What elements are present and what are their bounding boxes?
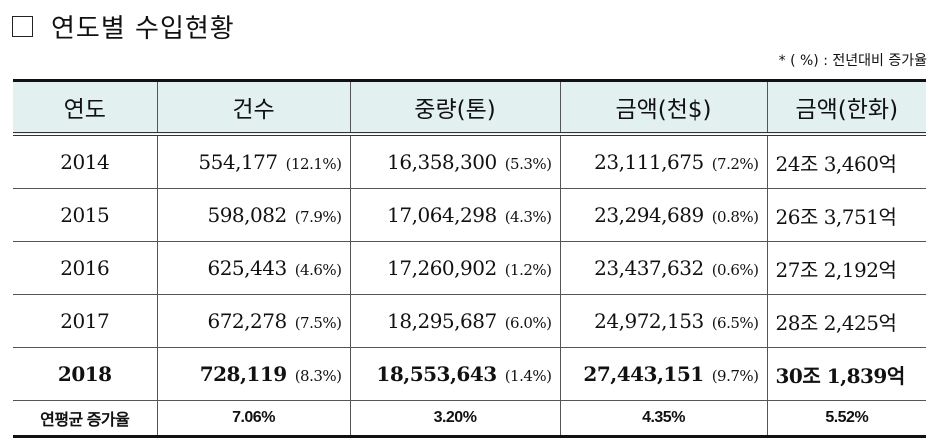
usd-cell: 23,111,675 (7.2%)	[559, 134, 768, 189]
percent-note: * ( %) : 전년대비 증가율	[778, 53, 927, 69]
weight-cell: 18,553,643 (1.4%)	[349, 347, 561, 401]
count-pct: (4.6%)	[294, 261, 342, 279]
usd-pct: (6.5%)	[711, 314, 759, 332]
table-row: 2016 625,443 (4.6%) 17,260,902 (1.2%) 23,437,…	[13, 241, 926, 295]
usd-value: 23,437,632	[594, 256, 704, 280]
table-row: 2017 672,278 (7.5%) 18,295,687 (6.0%) 24,972,…	[13, 294, 926, 348]
usd-cell: 23,437,632 (0.6%)	[559, 241, 768, 295]
count-value: 598,082	[207, 203, 287, 227]
header-year: 연도	[13, 79, 158, 136]
table-row: 2018 728,119 (8.3%) 18,553,643 (1.4%) 27,443,…	[13, 347, 926, 401]
usd-pct: (0.8%)	[711, 208, 759, 226]
table-row: 2014 554,177 (12.1%) 16,358,300 (5.3%) 23,111…	[13, 134, 926, 189]
usd-pct: (0.6%)	[711, 261, 759, 279]
import-status-table: 연도 건수 중량(톤) 금액(천$) 금액(한화) 2014 554,177 (12…	[13, 79, 926, 438]
krw-cell: 28조 2,425억	[766, 294, 926, 348]
table-row: 2015 598,082 (7.9%) 17,064,298 (4.3%) 23,294,…	[13, 188, 926, 242]
count-cell: 625,443 (4.6%)	[156, 241, 351, 295]
weight-cell: 17,064,298 (4.3%)	[349, 188, 561, 242]
count-cell: 554,177 (12.1%)	[156, 134, 351, 189]
year-cell: 2014	[13, 134, 158, 189]
count-pct: (8.3%)	[294, 367, 342, 385]
count-value: 672,278	[207, 309, 287, 333]
usd-value: 24,972,153	[594, 309, 704, 333]
usd-pct: (7.2%)	[711, 155, 759, 173]
weight-pct: (1.4%)	[504, 367, 552, 385]
weight-value: 16,358,300	[387, 150, 497, 174]
count-cell: 672,278 (7.5%)	[156, 294, 351, 348]
count-pct: (12.1%)	[285, 155, 342, 173]
weight-cell: 16,358,300 (5.3%)	[349, 134, 561, 189]
weight-value: 18,295,687	[387, 309, 497, 333]
count-cell: 598,082 (7.9%)	[156, 188, 351, 242]
count-pct: (7.5%)	[294, 314, 342, 332]
year-cell: 2016	[13, 241, 158, 295]
weight-value: 17,064,298	[387, 203, 497, 227]
count-value: 625,443	[207, 256, 287, 280]
krw-cell: 26조 3,751억	[766, 188, 926, 242]
count-value: 728,119	[199, 362, 287, 386]
average-label: 연평균 증가율	[13, 400, 158, 438]
average-usd: 4.35%	[559, 400, 768, 438]
header-weight: 중량(톤)	[349, 79, 561, 136]
header-usd: 금액(천$)	[559, 79, 768, 136]
header-count: 건수	[156, 79, 351, 136]
weight-cell: 18,295,687 (6.0%)	[349, 294, 561, 348]
weight-value: 18,553,643	[376, 362, 497, 386]
count-pct: (7.9%)	[294, 208, 342, 226]
weight-cell: 17,260,902 (1.2%)	[349, 241, 561, 295]
year-cell: 2015	[13, 188, 158, 242]
weight-pct: (6.0%)	[504, 314, 552, 332]
header-row: 연도 건수 중량(톤) 금액(천$) 금액(한화)	[13, 79, 926, 136]
usd-value: 23,294,689	[594, 203, 704, 227]
average-weight: 3.20%	[349, 400, 561, 438]
weight-pct: (4.3%)	[504, 208, 552, 226]
weight-pct: (1.2%)	[504, 261, 552, 279]
header-krw: 금액(한화)	[766, 79, 926, 136]
usd-cell: 24,972,153 (6.5%)	[559, 294, 768, 348]
usd-cell: 23,294,689 (0.8%)	[559, 188, 768, 242]
average-growth-row: 연평균 증가율 7.06% 3.20% 4.35% 5.52%	[13, 400, 926, 438]
year-cell: 2017	[13, 294, 158, 348]
usd-cell: 27,443,151 (9.7%)	[559, 347, 768, 401]
usd-pct: (9.7%)	[711, 367, 759, 385]
count-value: 554,177	[198, 150, 278, 174]
weight-pct: (5.3%)	[504, 155, 552, 173]
title-text: 연도별 수입현황	[51, 14, 235, 44]
usd-value: 23,111,675	[594, 150, 704, 174]
average-count: 7.06%	[156, 400, 351, 438]
section-title: 연도별 수입현황	[12, 8, 235, 45]
krw-cell: 27조 2,192억	[766, 241, 926, 295]
weight-value: 17,260,902	[387, 256, 497, 280]
checkbox-square-icon	[12, 16, 33, 37]
krw-cell: 24조 3,460억	[766, 134, 926, 189]
year-cell: 2018	[13, 347, 158, 401]
krw-cell: 30조 1,839억	[766, 347, 926, 401]
average-krw: 5.52%	[766, 400, 926, 438]
usd-value: 27,443,151	[583, 362, 704, 386]
count-cell: 728,119 (8.3%)	[156, 347, 351, 401]
